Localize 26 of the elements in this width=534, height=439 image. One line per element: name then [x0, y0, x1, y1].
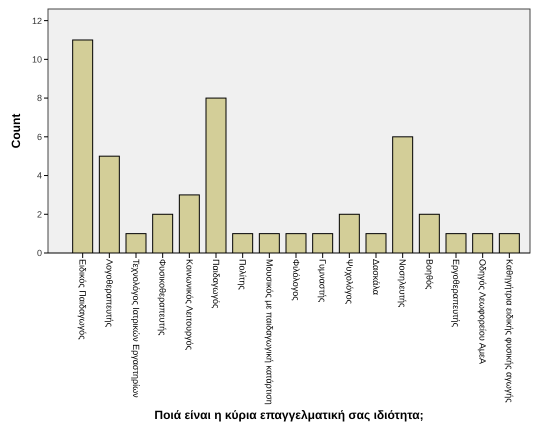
x-tick-label: Βοηθός	[424, 259, 434, 290]
x-tick-label: Ψυχολόγος	[344, 259, 354, 305]
x-tick-label: Μουσικός με παιδαγωγική κατάρτιση	[264, 259, 274, 405]
y-tick-label: 4	[36, 170, 42, 181]
y-tick-label: 8	[36, 93, 42, 104]
x-tick-label: Λογοθεραπευτής	[104, 259, 114, 328]
x-tick-label: Πολίτης	[238, 259, 248, 290]
y-axis-title: Count	[9, 114, 23, 148]
y-tick-label: 12	[32, 16, 42, 26]
x-tick-label: Καθηγήτρια ειδικής φυσικής αγωγής	[504, 259, 514, 404]
x-tick-label: Φιλόλογος	[291, 259, 301, 302]
x-tick-label: Τεχνολόγος Ιατρικών Εργαστηρίων	[131, 259, 141, 398]
y-tick-label: 0	[36, 248, 42, 258]
x-tick-label: Κοινωνικός Λειτουργός	[184, 259, 194, 351]
y-tick-label: 6	[36, 132, 42, 142]
y-tick-label: 10	[32, 54, 42, 64]
x-tick-label: Παιδαγωγός	[211, 259, 221, 309]
x-tick-label: Νοσηλευτής	[398, 259, 408, 308]
y-tick-label: 2	[36, 209, 42, 220]
x-tick-label: Γυμναστής	[318, 259, 328, 303]
x-tick-label: Δασκάλα	[371, 259, 381, 295]
x-tick-label: Εργοθεραπευτής	[451, 259, 461, 328]
x-tick-label: Φυσικοθεραπευτής	[158, 259, 168, 336]
x-tick-label: Οδηγός Λεωφορείου ΑμεΑ	[478, 259, 488, 364]
x-tick-label: Ειδικός Παιδαγωγός	[78, 259, 88, 340]
x-axis-title: Ποιά είναι η κύρια επαγγελματική σας ιδιότητα;	[154, 408, 424, 422]
